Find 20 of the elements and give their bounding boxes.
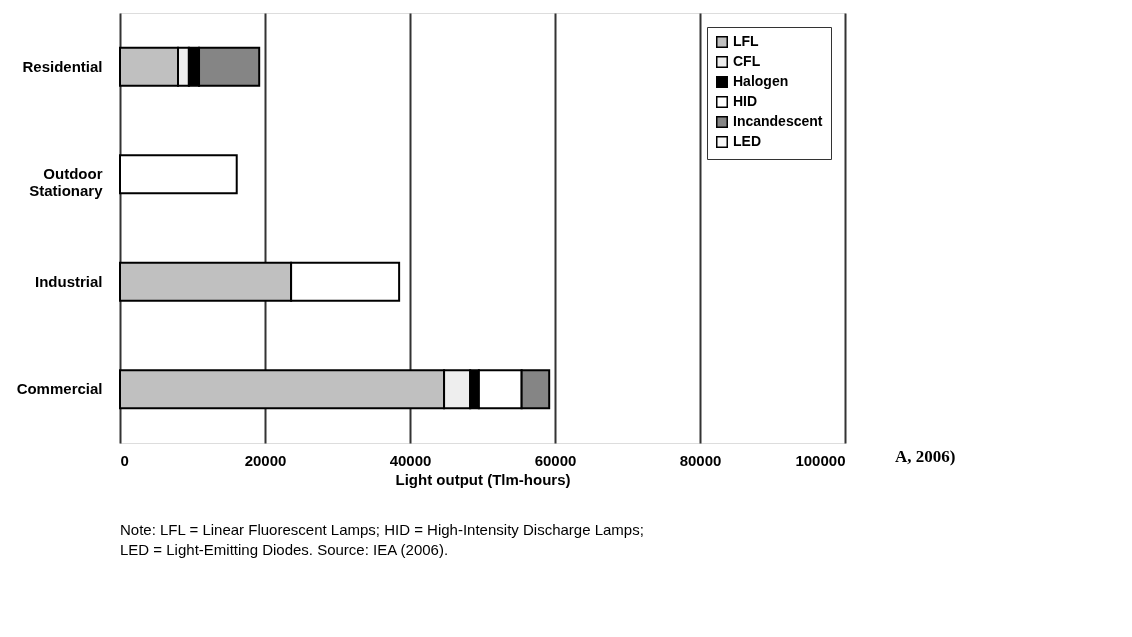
y-tick-label: Industrial [34,272,103,290]
y-tick-label: Outdoor Stationary [29,165,104,200]
x-tick-label: 20000 [244,451,287,469]
x-tick-label: 0 [120,451,129,469]
legend-label: LFL [733,33,760,49]
x-tick-label: 100000 [795,451,846,469]
text: Note: LFL = Linear Fluorescent Lamps; HID = High-Intensity Discharge Lamps; [120,521,644,538]
y-tick-label: Commercial [16,380,103,398]
legend-label: CFL [733,53,761,69]
legend-label: Halogen [733,73,789,89]
x-tick-label: 60000 [534,451,577,469]
x-tick-label: 80000 [679,451,722,469]
legend-label: LED [733,133,761,149]
legend-label: HID [733,93,758,109]
x-axis-title: Light output (Tlm-hours) [395,470,571,488]
legend-label: Incandescent [733,113,823,129]
y-tick-label: Residential [22,57,103,75]
text: LED = Light-Emitting Diodes. Source: IEA (2006). [120,541,449,558]
text: A, 2006) [895,447,956,466]
x-tick-label: 40000 [389,451,432,469]
